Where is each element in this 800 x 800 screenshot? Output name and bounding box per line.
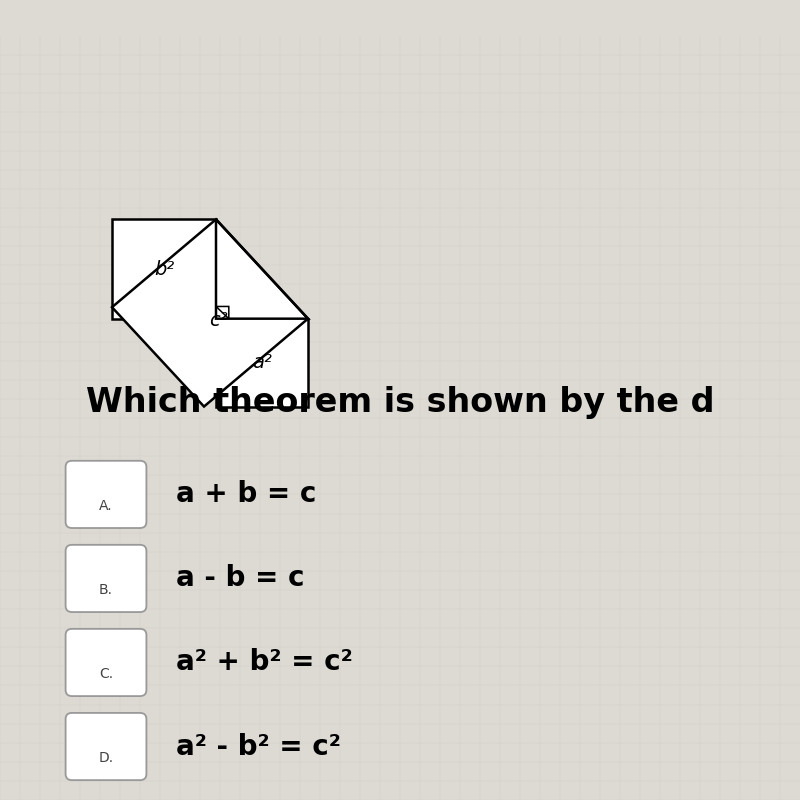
Polygon shape bbox=[216, 318, 308, 406]
Text: B.: B. bbox=[99, 582, 113, 597]
Text: D.: D. bbox=[98, 751, 114, 765]
FancyBboxPatch shape bbox=[66, 713, 146, 780]
Text: b²: b² bbox=[154, 259, 174, 278]
Text: c²: c² bbox=[209, 311, 227, 330]
Polygon shape bbox=[112, 219, 308, 406]
Text: a + b = c: a + b = c bbox=[176, 480, 316, 509]
Text: Which theorem is shown by the d: Which theorem is shown by the d bbox=[86, 386, 714, 419]
Text: a² - b² = c²: a² - b² = c² bbox=[176, 733, 341, 761]
Text: A.: A. bbox=[99, 498, 113, 513]
Text: a²: a² bbox=[252, 353, 272, 372]
Text: C.: C. bbox=[99, 667, 113, 681]
Text: a - b = c: a - b = c bbox=[176, 565, 305, 593]
Polygon shape bbox=[112, 219, 216, 318]
FancyBboxPatch shape bbox=[66, 461, 146, 528]
FancyBboxPatch shape bbox=[66, 545, 146, 612]
Text: a² + b² = c²: a² + b² = c² bbox=[176, 649, 353, 677]
FancyBboxPatch shape bbox=[66, 629, 146, 696]
